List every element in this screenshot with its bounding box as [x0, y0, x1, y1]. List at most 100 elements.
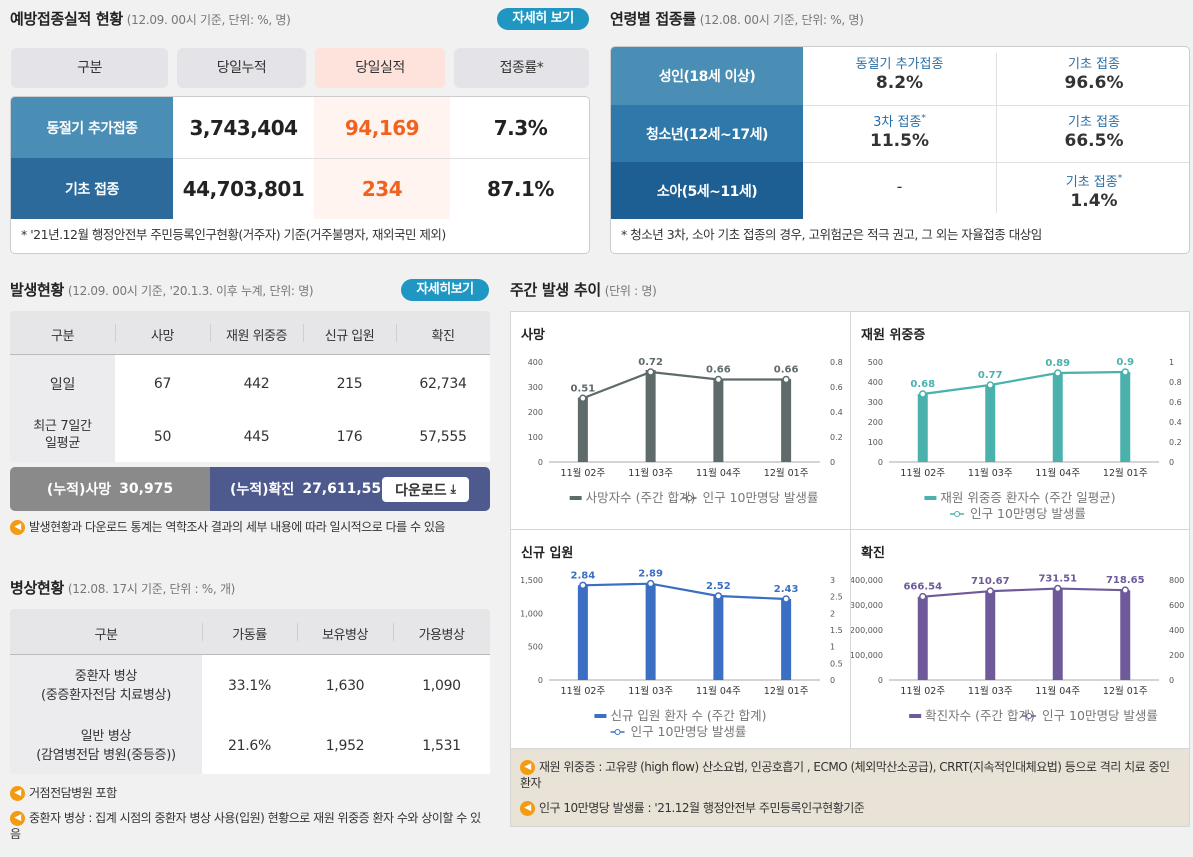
bed-cell: 33.1%	[228, 678, 271, 694]
x-tick-label: 11월 04주	[1035, 685, 1080, 697]
age-metric-value: 66.5%	[1064, 131, 1124, 151]
occ-row-label: 일일	[49, 377, 76, 393]
y2-tick-label: 0	[1169, 676, 1174, 685]
legend-bar-label: 확진자수 (주간 합계)	[925, 708, 1035, 723]
age-metric-value: 11.5%	[870, 131, 929, 151]
age-metric-label: 기초 접종	[1068, 115, 1120, 130]
bar	[781, 379, 792, 462]
bed-header: 가동률	[232, 628, 267, 643]
y-tick-label: 500	[528, 643, 543, 652]
footnote-star: *	[921, 113, 926, 124]
y-tick-label: 200	[868, 418, 883, 427]
occurrence-more-button[interactable]: 자세히보기	[401, 279, 489, 301]
bar	[781, 599, 792, 680]
occ-header: 재원 위중증	[226, 329, 287, 344]
y-tick-label: 0	[538, 458, 543, 467]
legend-line-label: 인구 10만명당 발생률	[970, 506, 1086, 521]
confirmed-chart: 0 100,000 200,000 300,000 400,000 0 200 400 600 8…	[851, 574, 1184, 723]
bar	[1052, 373, 1063, 462]
rate-point	[646, 579, 655, 588]
y2-tick-label: 2.5	[830, 593, 843, 602]
age-child-third: -	[803, 177, 996, 196]
rate-data-label: 0.77	[978, 370, 1003, 381]
x-tick-label: 12월 01주	[1103, 467, 1148, 479]
y-tick-label: 200,000	[851, 626, 883, 635]
age-teen-third: 3차 접종* 11.5%	[803, 111, 996, 151]
age-section-title: 연령별 접종률 (12.08. 00시 기준, 단위: %, 명)	[610, 10, 864, 28]
age-footnote: * 청소년 3차, 소아 기초 접종의 경우, 고위험군은 적극 권고, 그 외…	[621, 227, 1042, 242]
rate-point	[579, 394, 587, 402]
bed-section-title: 병상현황 (12.08. 17시 기준, 단위 : %, 개)	[10, 579, 236, 597]
rate-point	[646, 368, 655, 376]
occ-cell: 442	[243, 376, 270, 392]
vacc-header-cumulative: 당일누적	[177, 48, 306, 88]
vacc-rate-value: 7.3%	[493, 115, 548, 140]
bar	[577, 397, 588, 462]
speaker-icon: ◀	[520, 760, 535, 775]
legend-line-label: 인구 10만명당 발생률	[631, 724, 747, 739]
rate-point	[986, 381, 994, 389]
age-row-label: 청소년(12세~17세)	[611, 105, 803, 162]
bed-note: ◀ 거점전담병원 포함	[10, 785, 490, 801]
y-tick-label: 100	[868, 438, 883, 447]
age-metric-value: 8.2%	[875, 73, 924, 93]
chart-title: 확진	[861, 546, 885, 561]
rate-point	[1121, 586, 1129, 594]
x-tick-label: 11월 04주	[696, 467, 741, 479]
age-row-label: 성인(18세 이상)	[611, 47, 803, 105]
occurrence-table-header	[10, 311, 490, 355]
legend-bar-label: 신규 입원 환자 수 (주간 합계)	[610, 708, 766, 723]
rate-line	[582, 582, 787, 601]
y2-tick-label: 0.6	[830, 383, 843, 392]
y-tick-label: 1,500	[520, 576, 543, 585]
rate-data-label: 0.68	[910, 379, 935, 390]
x-tick-label: 11월 03주	[968, 685, 1013, 697]
occurrence-section-title: 발생현황 (12.09. 00시 기준, '20.1.3. 이후 누계, 단위:…	[10, 281, 314, 299]
bed-note: ◀ 중환자 병상 : 집계 시점의 중환자 병상 사용(입원) 현황으로 재원 위…	[10, 811, 481, 841]
y-tick-label: 0	[538, 676, 543, 685]
y2-tick-label: 0	[1169, 458, 1174, 467]
y2-tick-label: 0.2	[1169, 438, 1182, 447]
legend-bar-swatch	[924, 496, 937, 500]
x-tick-label: 11월 02주	[561, 685, 606, 697]
occ-cell: 50	[153, 429, 172, 445]
death-chart: 0 100 200 300 400 0 0.2 0.4 0.6 0.8 11월 02주 11월 03주…	[528, 357, 843, 505]
rate-point	[1054, 584, 1062, 593]
rate-data-label: 718.65	[1106, 575, 1145, 586]
y-tick-label: 1,000	[520, 609, 543, 618]
bar	[713, 596, 724, 680]
chart-title: 사망	[521, 328, 545, 343]
bed-table-header	[10, 609, 490, 655]
x-tick-label: 11월 02주	[900, 685, 945, 697]
vaccination-more-button[interactable]: 자세히 보기	[497, 8, 589, 30]
y2-tick-label: 0	[830, 676, 835, 685]
age-metric-value: 96.6%	[1064, 73, 1124, 93]
bed-header: 가용병상	[418, 628, 465, 643]
legend-line-marker	[686, 495, 693, 501]
bed-cell: 1,531	[422, 738, 461, 754]
bed-table-body	[202, 655, 490, 774]
bar	[645, 370, 656, 462]
vacc-table: 동절기 추가접종 기초 접종 3,743,404 94,169 7.3% 44,…	[10, 96, 590, 254]
rate-data-label: 710.67	[971, 576, 1010, 587]
bar	[917, 596, 928, 680]
legend-bar: 신규 입원 환자 수 (주간 합계)	[594, 708, 767, 723]
legend-line-label: 인구 10만명당 발생률	[703, 490, 819, 505]
occurrence-table-body	[115, 355, 490, 462]
speaker-icon: ◀	[10, 520, 25, 535]
y2-tick-label: 0.6	[1169, 398, 1182, 407]
download-button[interactable]: 다운로드 ⤓	[382, 477, 469, 502]
vacc-header-category: 구분	[11, 48, 168, 88]
vacc-rate-value: 87.1%	[487, 176, 554, 201]
y2-tick-label: 0.4	[830, 408, 843, 417]
y2-tick-label: 0.5	[830, 659, 843, 668]
rate-point	[579, 581, 587, 590]
occ-header: 확진	[431, 329, 455, 344]
x-tick-label: 11월 02주	[561, 467, 606, 479]
occ-cell: 67	[153, 376, 172, 392]
rate-line	[922, 370, 1126, 396]
chart-title: 신규 입원	[521, 546, 574, 561]
x-tick-label: 11월 03주	[628, 467, 673, 479]
y2-tick-label: 600	[1169, 601, 1184, 610]
rate-point	[919, 592, 927, 601]
